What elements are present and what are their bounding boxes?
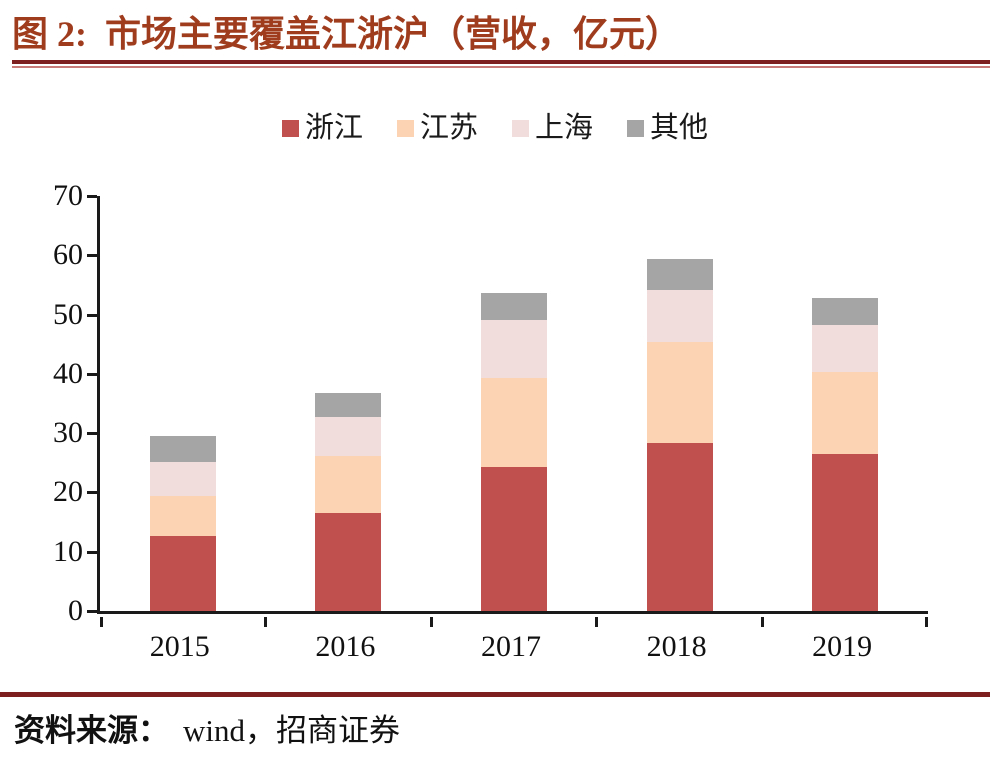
bar-segment-2018-浙江 bbox=[646, 442, 713, 611]
y-axis-tick bbox=[87, 195, 97, 198]
x-tick-label-2018: 2018 bbox=[646, 630, 707, 663]
y-axis-tick bbox=[87, 491, 97, 495]
legend-label: 其他 bbox=[650, 111, 709, 144]
bar-segment-2017-其他 bbox=[480, 293, 547, 320]
bar-segment-2016-其他 bbox=[315, 392, 382, 418]
x-axis-tick bbox=[264, 617, 268, 627]
x-axis-tick bbox=[429, 617, 433, 627]
x-tick-label-2016: 2016 bbox=[315, 630, 376, 663]
stacked-bar-2019 bbox=[812, 298, 879, 611]
y-axis-tick bbox=[87, 610, 97, 613]
source-label: 资料来源： bbox=[14, 713, 169, 748]
bar-segment-2015-其他 bbox=[149, 436, 216, 462]
plot-area: 0 10 20 30 40 50 60 70 bbox=[53, 181, 928, 627]
x-tick-label-2015: 2015 bbox=[149, 630, 210, 663]
bar-segment-2015-上海 bbox=[149, 461, 216, 496]
bar-slot-2019 bbox=[762, 196, 928, 611]
x-axis-labels: 2015 2016 2017 2018 2019 bbox=[97, 630, 925, 664]
bar-segment-2018-江苏 bbox=[646, 342, 713, 443]
y-axis-tick bbox=[87, 372, 97, 376]
legend-swatch-icon bbox=[281, 119, 299, 137]
x-tick-label-2019: 2019 bbox=[812, 630, 873, 663]
figure-title: 图 2: 市场主要覆盖江浙沪（营收，亿元） bbox=[12, 10, 978, 58]
bar-segment-2018-其他 bbox=[646, 258, 713, 290]
bar-segment-2016-江苏 bbox=[315, 455, 382, 514]
y-axis-tick bbox=[87, 254, 97, 258]
bar-slot-2017 bbox=[431, 196, 597, 611]
y-tick-label: 30 bbox=[53, 416, 83, 450]
legend-swatch-icon bbox=[396, 119, 414, 137]
y-axis-tick bbox=[87, 550, 97, 554]
x-axis-tick bbox=[760, 617, 764, 627]
chart-legend: 浙江 江苏 上海 其他 bbox=[0, 110, 990, 146]
legend-label: 浙江 bbox=[304, 111, 363, 144]
stacked-bar-2017 bbox=[480, 293, 547, 611]
y-tick-label: 70 bbox=[53, 179, 83, 212]
y-tick-label: 60 bbox=[53, 238, 83, 272]
legend-label: 上海 bbox=[535, 111, 594, 144]
y-tick-label: 0 bbox=[68, 594, 83, 627]
stacked-bar-2018 bbox=[646, 258, 713, 611]
chart-region: 0 10 20 30 40 50 60 70 2015 2016 2017 2018 2019 bbox=[53, 181, 928, 664]
legend-swatch-icon bbox=[627, 119, 645, 137]
bar-slot-2015 bbox=[100, 196, 266, 611]
legend-item-其他: 其他 bbox=[627, 111, 709, 144]
stacked-bar-2015 bbox=[149, 436, 216, 611]
bar-segment-2018-上海 bbox=[646, 289, 713, 343]
stacked-bar-2016 bbox=[315, 392, 382, 611]
bar-segment-2019-上海 bbox=[812, 324, 879, 373]
bar-segment-2019-江苏 bbox=[812, 372, 879, 454]
legend-swatch-icon bbox=[512, 119, 529, 137]
title-rule-thick bbox=[12, 60, 990, 64]
source-note: 资料来源： wind，招商证券 bbox=[0, 697, 990, 750]
y-tick-label: 40 bbox=[53, 356, 83, 390]
legend-item-浙江: 浙江 bbox=[281, 111, 363, 144]
legend-label: 江苏 bbox=[419, 111, 478, 144]
bar-segment-2015-江苏 bbox=[149, 496, 216, 536]
x-axis-tick bbox=[925, 617, 928, 627]
figure-header: 图 2: 市场主要覆盖江浙沪（营收，亿元） bbox=[0, 0, 990, 68]
bar-segment-2016-上海 bbox=[315, 417, 382, 456]
figure-title-text: 市场主要覆盖江浙沪（营收，亿元） bbox=[105, 14, 682, 54]
y-tick-label: 10 bbox=[53, 534, 83, 568]
bar-segment-2017-上海 bbox=[480, 319, 547, 379]
source-text: wind，招商证券 bbox=[183, 713, 400, 748]
bar-segment-2016-浙江 bbox=[315, 513, 382, 611]
bar-segment-2017-浙江 bbox=[480, 466, 547, 611]
y-axis-tick bbox=[87, 432, 97, 436]
bar-segment-2019-浙江 bbox=[812, 453, 879, 611]
bars-container bbox=[100, 196, 928, 611]
title-rule-thin bbox=[12, 66, 990, 68]
y-axis-tick bbox=[87, 313, 97, 317]
bar-slot-2016 bbox=[266, 196, 432, 611]
y-tick-label: 50 bbox=[53, 297, 83, 331]
x-axis-tick bbox=[100, 617, 103, 627]
figure-label: 图 2: bbox=[12, 14, 87, 54]
bar-slot-2018 bbox=[597, 196, 763, 611]
bar-segment-2015-浙江 bbox=[149, 535, 216, 611]
bar-segment-2017-江苏 bbox=[480, 378, 547, 467]
bar-segment-2019-其他 bbox=[812, 298, 879, 325]
x-tick-label-2017: 2017 bbox=[480, 630, 541, 663]
legend-item-上海: 上海 bbox=[512, 111, 594, 144]
legend-item-江苏: 江苏 bbox=[396, 111, 478, 144]
y-tick-label: 20 bbox=[53, 475, 83, 509]
footer-rule bbox=[0, 692, 990, 697]
x-axis-tick bbox=[595, 617, 599, 627]
